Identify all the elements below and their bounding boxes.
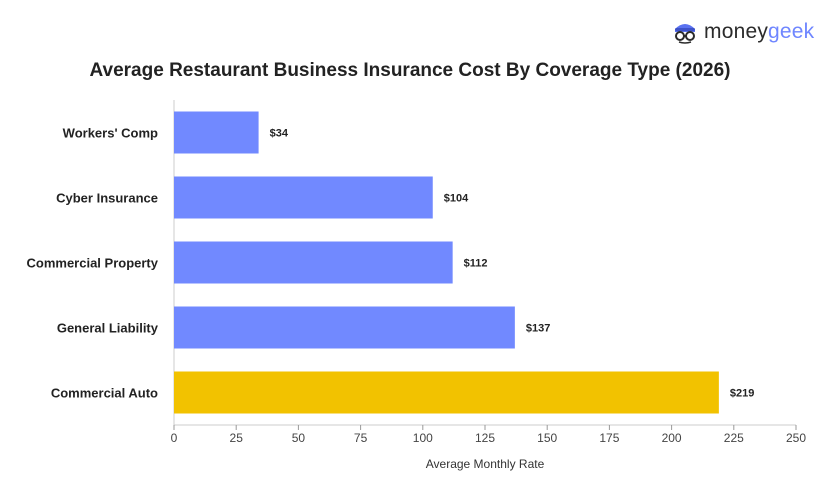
x-tick-label: 100 <box>413 431 433 445</box>
logo-wordmark-money: money <box>704 20 769 43</box>
value-label: $104 <box>444 193 469 205</box>
x-axis-title: Average Monthly Rate <box>426 457 545 471</box>
x-tick-label: 25 <box>230 431 244 445</box>
logo-wordmark: moneygeek <box>704 20 814 44</box>
x-tick-label: 175 <box>599 431 619 445</box>
bar <box>174 111 259 154</box>
category-label: Commercial Property <box>27 256 159 271</box>
x-tick-label: 150 <box>537 431 557 445</box>
x-tick-label: 250 <box>786 431 806 445</box>
category-label: General Liability <box>57 321 159 336</box>
logo-wordmark-geek: geek <box>768 20 815 43</box>
value-label: $34 <box>270 128 289 140</box>
bar <box>174 241 453 284</box>
x-tick-label: 0 <box>171 431 178 445</box>
category-label: Workers' Comp <box>63 126 158 141</box>
geek-face-icon <box>675 24 695 44</box>
value-label: $112 <box>464 258 488 270</box>
category-label: Commercial Auto <box>51 386 158 401</box>
x-tick-label: 200 <box>662 431 682 445</box>
value-label: $219 <box>730 388 754 400</box>
x-tick-label: 225 <box>724 431 744 445</box>
x-tick-label: 75 <box>354 431 368 445</box>
bar <box>174 371 719 414</box>
moneygeek-logo: moneygeek <box>672 18 814 46</box>
category-label: Cyber Insurance <box>56 191 158 206</box>
x-tick-label: 50 <box>292 431 306 445</box>
value-label: $137 <box>526 323 550 335</box>
bar <box>174 176 433 219</box>
x-tick-label: 125 <box>475 431 495 445</box>
bar <box>174 306 515 349</box>
chart-title: Average Restaurant Business Insurance Co… <box>89 60 731 81</box>
